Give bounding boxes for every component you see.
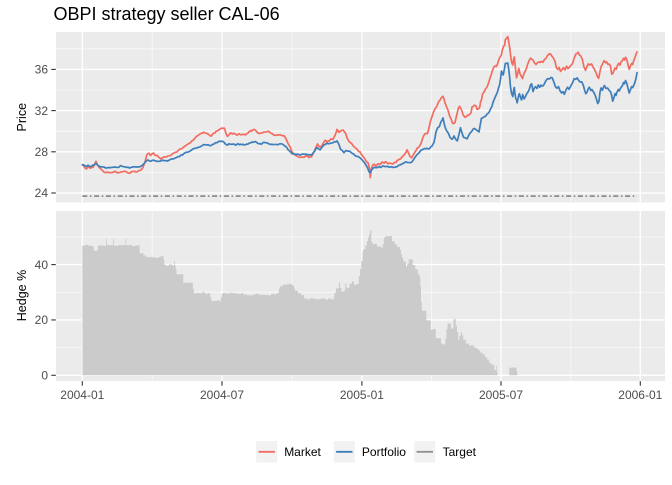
svg-text:2005-01: 2005-01: [340, 388, 384, 402]
svg-text:36: 36: [35, 63, 49, 77]
svg-text:OBPI strategy seller CAL-06: OBPI strategy seller CAL-06: [54, 4, 280, 24]
svg-text:Market: Market: [284, 445, 321, 459]
svg-text:Target: Target: [443, 445, 477, 459]
svg-text:Portfolio: Portfolio: [362, 445, 406, 459]
svg-text:2005-07: 2005-07: [479, 388, 523, 402]
svg-text:20: 20: [35, 313, 49, 327]
svg-text:Hedge %: Hedge %: [15, 270, 29, 321]
svg-text:2004-01: 2004-01: [60, 388, 104, 402]
svg-text:24: 24: [35, 186, 49, 200]
svg-text:0: 0: [41, 369, 48, 383]
svg-text:28: 28: [35, 145, 49, 159]
svg-text:40: 40: [35, 258, 49, 272]
svg-text:2004-07: 2004-07: [200, 388, 244, 402]
svg-text:2006-01: 2006-01: [618, 388, 662, 402]
svg-text:Price: Price: [15, 103, 29, 132]
svg-text:32: 32: [35, 104, 49, 118]
